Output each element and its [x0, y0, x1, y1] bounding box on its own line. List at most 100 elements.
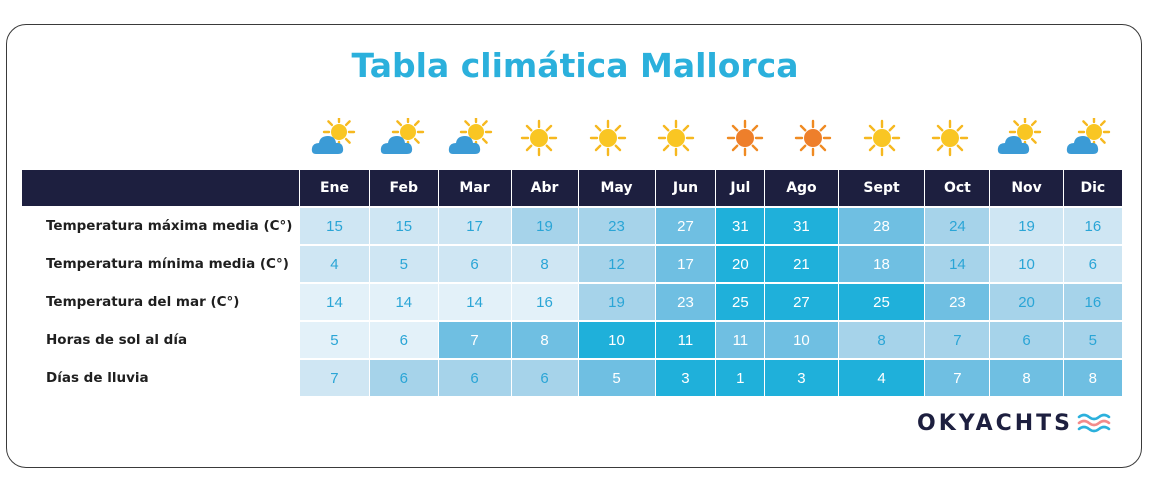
- table-cell: 16: [1062, 206, 1122, 245]
- table-cell: 6: [368, 320, 439, 359]
- table-cell: 17: [437, 206, 512, 245]
- month-header: Nov: [989, 170, 1064, 207]
- table-cell: 20: [989, 282, 1064, 321]
- sun-icon: [932, 119, 969, 157]
- month-header: Feb: [368, 170, 439, 207]
- table-cell: 6: [989, 320, 1064, 359]
- weather-icon-oct: [916, 118, 985, 168]
- table-cell: 23: [924, 282, 990, 321]
- weather-icon-jun: [642, 118, 711, 168]
- table-cell: 8: [1062, 358, 1122, 396]
- month-header: Abr: [510, 170, 578, 207]
- month-header: Oct: [924, 170, 990, 207]
- hot-sun-icon: [726, 119, 763, 157]
- table-cell: 23: [654, 282, 716, 321]
- table-cell: 4: [299, 244, 370, 283]
- month-header: Mar: [437, 170, 512, 207]
- table-cell: 8: [510, 320, 578, 359]
- table-cell: 7: [437, 320, 512, 359]
- table-cell: 23: [577, 206, 656, 245]
- logo-text: OKYACHTS: [917, 410, 1074, 436]
- table-cell: 21: [764, 244, 839, 283]
- table-cell: 15: [299, 206, 370, 245]
- table-cell: 14: [437, 282, 512, 321]
- table-cell: 14: [924, 244, 990, 283]
- sun-icon: [863, 119, 901, 157]
- table-cell: 24: [924, 206, 990, 245]
- table-cell: 27: [654, 206, 716, 245]
- table-cell: 17: [654, 244, 716, 283]
- sun-cloud-icon: [380, 118, 425, 154]
- table-cell: 1: [715, 358, 765, 396]
- table-cell: 19: [989, 206, 1064, 245]
- table-cell: 7: [924, 358, 990, 396]
- table-row: Horas de sol al día 5 6 7 8 10 11 11 10 8 7 6 5: [22, 320, 1122, 359]
- month-header: Sept: [837, 170, 925, 207]
- sun-cloud-icon: [312, 118, 356, 154]
- sun-icon: [589, 119, 626, 157]
- row-label: Temperatura mínima media (C°): [22, 244, 300, 283]
- sun-icon: [657, 119, 695, 157]
- weather-icon-ago: [779, 118, 848, 168]
- table-cell: 5: [1062, 320, 1122, 359]
- table-cell: 10: [989, 244, 1064, 283]
- table-cell: 10: [577, 320, 656, 359]
- month-header: Jun: [654, 170, 716, 207]
- table-cell: 5: [299, 320, 370, 359]
- row-label: Horas de sol al día: [22, 320, 300, 359]
- weather-icon-jul: [710, 118, 779, 168]
- month-header: Ene: [299, 170, 370, 207]
- sun-cloud-icon: [997, 118, 1042, 154]
- table-cell: 3: [764, 358, 839, 396]
- table-cell: 15: [368, 206, 439, 245]
- okyachts-logo: OKYACHTS: [917, 408, 1111, 438]
- row-label: Temperatura del mar (C°): [22, 282, 300, 321]
- table-cell: 8: [837, 320, 925, 359]
- table-cell: 18: [837, 244, 925, 283]
- month-header: Jul: [715, 170, 765, 207]
- table-cell: 14: [368, 282, 439, 321]
- table-cell: 6: [510, 358, 578, 396]
- table-cell: 31: [715, 206, 765, 245]
- table-header-corner: [22, 170, 300, 207]
- table-cell: 8: [989, 358, 1064, 396]
- table-cell: 6: [1062, 244, 1122, 283]
- table-cell: 28: [837, 206, 925, 245]
- waves-icon: [1077, 413, 1111, 433]
- hot-sun-icon: [795, 119, 832, 157]
- climate-table: Ene Feb Mar Abr May Jun Jul Ago Sept Oct Nov Dic Te…: [22, 170, 1122, 396]
- table-cell: 6: [437, 244, 512, 283]
- table-cell: 7: [299, 358, 370, 396]
- sun-icon: [520, 119, 558, 157]
- table-cell: 6: [437, 358, 512, 396]
- table-cell: 4: [837, 358, 925, 396]
- table-cell: 25: [837, 282, 925, 321]
- table-cell: 14: [299, 282, 370, 321]
- table-cell: 3: [654, 358, 716, 396]
- table-row: Temperatura mínima media (C°) 4 5 6 8 12 17 20 2…: [22, 244, 1122, 283]
- table-cell: 20: [715, 244, 765, 283]
- table-cell: 11: [654, 320, 716, 359]
- table-cell: 19: [510, 206, 578, 245]
- weather-icon-dic: [1053, 118, 1122, 168]
- table-row: Temperatura del mar (C°) 14 14 14 16 19 23 25 27…: [22, 282, 1122, 321]
- table-cell: 16: [510, 282, 578, 321]
- weather-icon-sept: [848, 118, 917, 168]
- weather-icon-mar: [436, 118, 505, 168]
- weather-icon-nov: [985, 118, 1054, 168]
- sun-cloud-icon: [449, 118, 493, 154]
- page-title: Tabla climática Mallorca: [351, 46, 799, 85]
- month-header: May: [577, 170, 656, 207]
- table-cell: 31: [764, 206, 839, 245]
- row-label: Días de lluvia: [22, 358, 300, 396]
- row-label: Temperatura máxima media (C°): [22, 206, 300, 245]
- table-cell: 6: [368, 358, 439, 396]
- table-cell: 25: [715, 282, 765, 321]
- table-cell: 7: [924, 320, 990, 359]
- table-body: Temperatura máxima media (C°) 15 15 17 19 23 2…: [22, 206, 1122, 396]
- weather-icon-may: [573, 118, 642, 168]
- table-cell: 10: [764, 320, 839, 359]
- table-cell: 5: [368, 244, 439, 283]
- table-cell: 12: [577, 244, 656, 283]
- table-row: Temperatura máxima media (C°) 15 15 17 19 23 2…: [22, 206, 1122, 245]
